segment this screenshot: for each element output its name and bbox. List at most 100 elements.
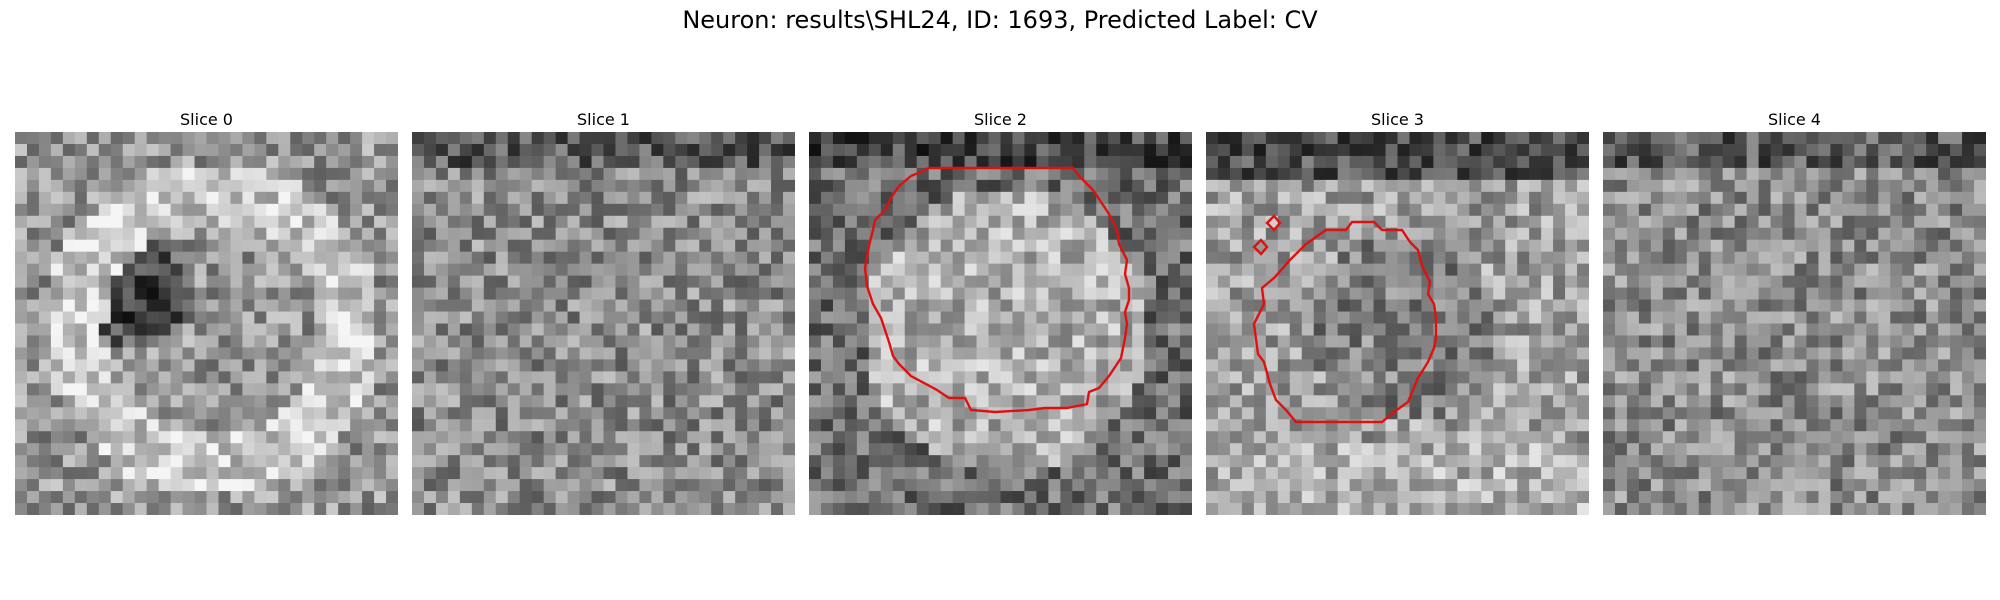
- pixel-cell: [1650, 263, 1664, 277]
- pixel-cell: [1962, 215, 1975, 229]
- pixel-cell: [459, 215, 473, 229]
- pixel-cell: [1674, 239, 1688, 253]
- pixel-cell: [158, 347, 172, 361]
- pixel-cell: [1397, 383, 1411, 396]
- pixel-cell: [1000, 503, 1014, 515]
- pixel-cell: [447, 455, 461, 468]
- pixel-cell: [603, 191, 617, 205]
- pixel-cell: [868, 263, 882, 277]
- pixel-cell: [1241, 167, 1255, 181]
- pixel-cell: [699, 395, 712, 408]
- pixel-cell: [1686, 215, 1700, 229]
- pixel-cell: [1349, 323, 1363, 337]
- pixel-cell: [1962, 167, 1975, 181]
- pixel-cell: [86, 479, 100, 492]
- pixel-cell: [615, 251, 629, 265]
- pixel-cell: [1842, 132, 1855, 145]
- pixel-cell: [1938, 275, 1951, 289]
- pixel-cell: [1289, 383, 1303, 396]
- pixel-cell: [1746, 347, 1760, 361]
- pixel-cell: [1686, 455, 1700, 468]
- pixel-cell: [1890, 227, 1903, 241]
- pixel-cell: [326, 347, 339, 361]
- pixel-cell: [856, 491, 870, 504]
- pixel-cell: [1974, 323, 1986, 337]
- pixel-cell: [615, 467, 629, 480]
- pixel-cell: [110, 179, 124, 193]
- pixel-cell: [639, 371, 652, 384]
- pixel-cell: [26, 167, 40, 181]
- pixel-cell: [242, 132, 255, 145]
- pixel-cell: [302, 215, 315, 229]
- pixel-cell: [723, 371, 736, 384]
- pixel-cell: [1000, 383, 1014, 396]
- pixel-cell: [1445, 155, 1458, 169]
- pixel-cell: [1541, 155, 1554, 169]
- pixel-cell: [735, 143, 748, 157]
- pixel-cell: [1156, 479, 1169, 492]
- pixel-cell: [122, 347, 136, 361]
- pixel-cell: [74, 167, 88, 181]
- pixel-cell: [386, 491, 398, 504]
- pixel-cell: [412, 359, 425, 372]
- pixel-cell: [699, 251, 712, 265]
- pixel-cell: [771, 155, 784, 169]
- pixel-cell: [471, 203, 485, 217]
- pixel-cell: [314, 335, 327, 349]
- pixel-cell: [1361, 431, 1375, 444]
- pixel-cell: [1866, 335, 1879, 349]
- pixel-cell: [1024, 383, 1038, 396]
- pixel-cell: [591, 251, 605, 265]
- pixel-cell: [567, 227, 581, 241]
- pixel-cell: [1758, 132, 1772, 145]
- pixel-cell: [218, 443, 232, 456]
- pixel-cell: [1132, 203, 1145, 217]
- slice-image: [412, 132, 795, 515]
- pixel-cell: [519, 431, 533, 444]
- pixel-cell: [892, 275, 906, 289]
- pixel-cell: [1361, 491, 1375, 504]
- pixel-cell: [1541, 419, 1554, 432]
- pixel-cell: [1926, 143, 1939, 157]
- pixel-cell: [1794, 323, 1808, 337]
- pixel-cell: [699, 132, 712, 145]
- pixel-cell: [904, 443, 918, 456]
- pixel-cell: [1012, 299, 1026, 313]
- pixel-cell: [723, 215, 736, 229]
- pixel-cell: [809, 455, 822, 468]
- pixel-cell: [1132, 239, 1145, 253]
- pixel-cell: [423, 443, 437, 456]
- pixel-cell: [1938, 203, 1951, 217]
- pixel-cell: [723, 479, 736, 492]
- pixel-cell: [1289, 215, 1303, 229]
- pixel-cell: [182, 275, 196, 289]
- pixel-cell: [26, 395, 40, 408]
- pixel-cell: [507, 251, 521, 265]
- pixel-cell: [1722, 311, 1736, 325]
- pixel-cell: [423, 251, 437, 265]
- pixel-cell: [1517, 431, 1530, 444]
- pixel-cell: [1866, 311, 1879, 325]
- pixel-cell: [1084, 479, 1097, 492]
- pixel-cell: [627, 467, 641, 480]
- pixel-cell: [1349, 227, 1363, 241]
- pixel-cell: [447, 407, 461, 420]
- pixel-cell: [278, 479, 291, 492]
- pixel-cell: [771, 263, 784, 277]
- pixel-cell: [1265, 191, 1279, 205]
- pixel-cell: [194, 287, 208, 301]
- pixel-cell: [1794, 227, 1808, 241]
- pixel-cell: [1313, 311, 1327, 325]
- pixel-cell: [1168, 227, 1181, 241]
- pixel-cell: [1662, 263, 1676, 277]
- pixel-cell: [916, 395, 930, 408]
- pixel-cell: [1048, 263, 1061, 277]
- pixel-cell: [266, 143, 279, 157]
- pixel-cell: [471, 407, 485, 420]
- pixel-cell: [1974, 191, 1986, 205]
- pixel-cell: [230, 287, 244, 301]
- pixel-cell: [1132, 299, 1145, 313]
- pixel-cell: [1217, 443, 1231, 456]
- pixel-cell: [302, 371, 315, 384]
- pixel-cell: [1373, 455, 1387, 468]
